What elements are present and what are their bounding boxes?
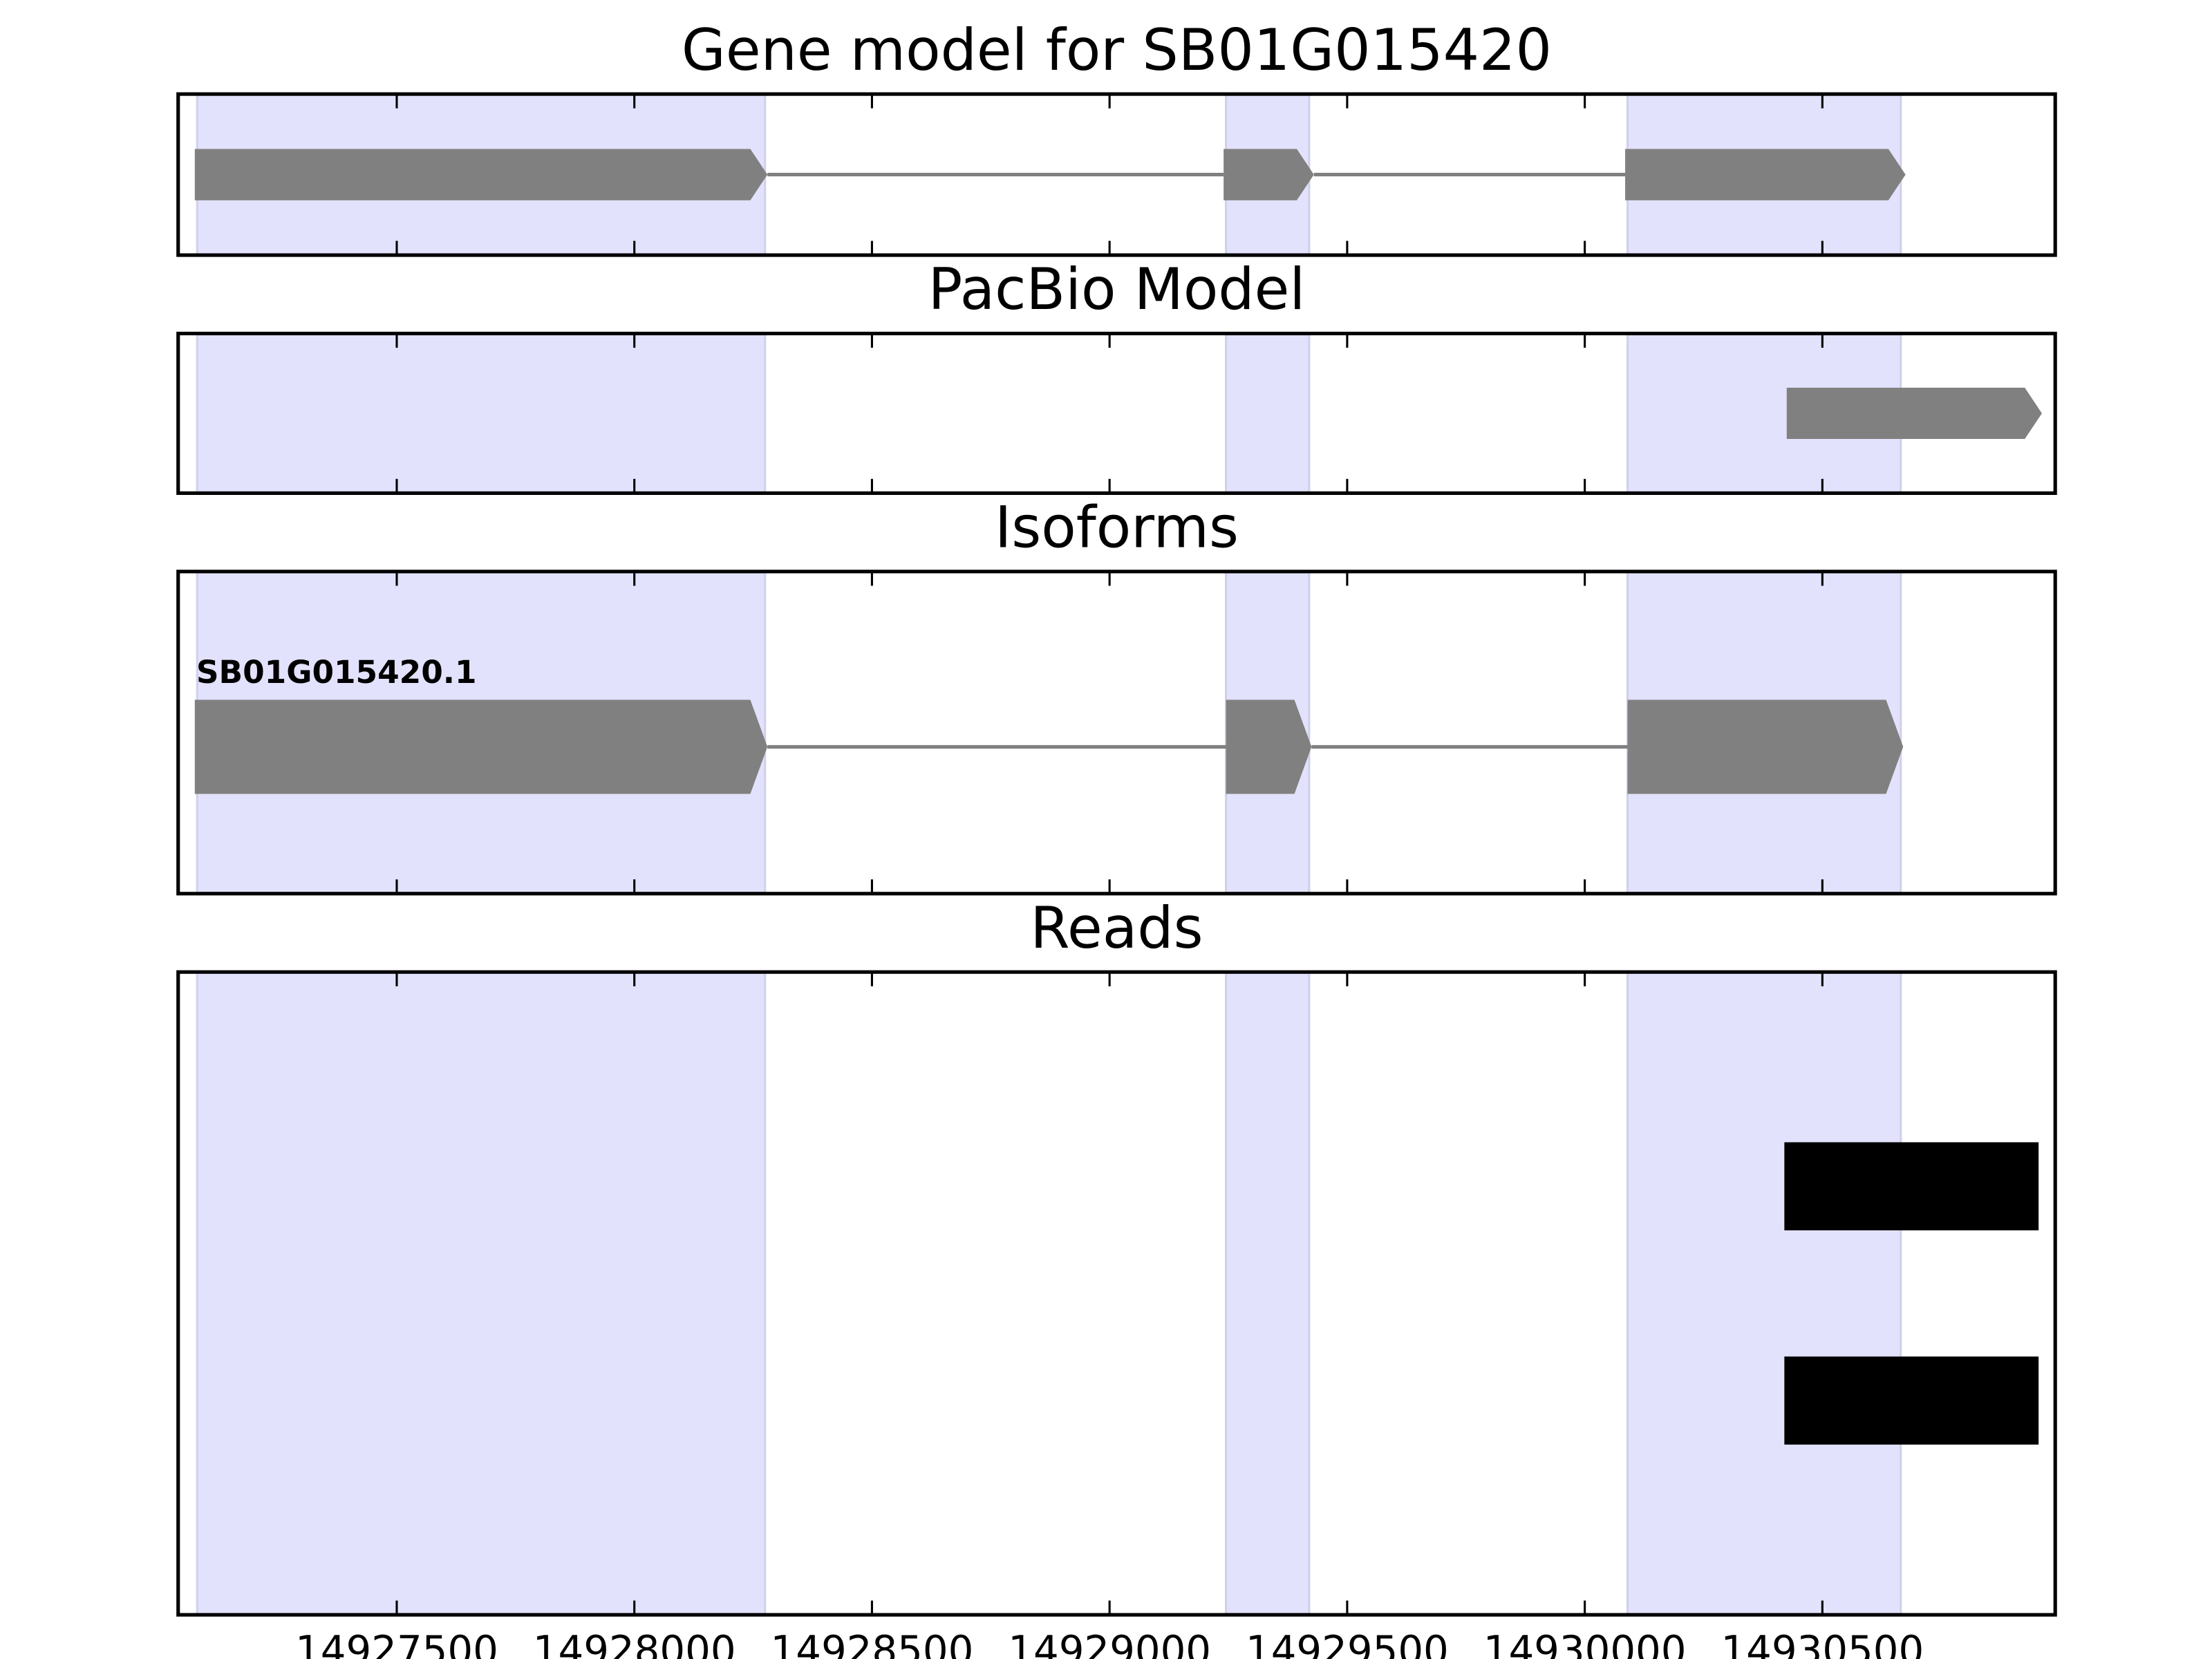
exon [1786, 387, 2042, 440]
x-tick-label: 14927500 [295, 1627, 498, 1659]
exon-highlight [1626, 971, 1902, 1616]
x-tick-label: 14928500 [771, 1627, 974, 1659]
exon [1625, 149, 1906, 200]
panel-title: Gene model for SB01G015420 [682, 17, 1552, 84]
read [1784, 1356, 2039, 1445]
read [1784, 1142, 2039, 1230]
x-tick-label: 14930500 [1721, 1627, 1924, 1659]
panel-frame [176, 331, 2057, 495]
exon [194, 149, 768, 200]
panel-title: Reads [1030, 895, 1203, 962]
exon [1627, 700, 1904, 794]
exon-highlight [196, 971, 767, 1616]
isoform-label: SB01G015420.1 [196, 654, 477, 691]
panel-title: PacBio Model [928, 256, 1306, 323]
x-tick-label: 14929500 [1246, 1627, 1449, 1659]
exon [194, 700, 768, 794]
x-tick-label: 14930000 [1483, 1627, 1687, 1659]
panel-frame [176, 970, 2057, 1617]
x-tick-label: 14929000 [1008, 1627, 1211, 1659]
panel-title: Isoforms [995, 495, 1239, 561]
exon-highlight [1225, 332, 1311, 494]
exon-highlight [1225, 971, 1311, 1616]
exon-highlight [196, 332, 767, 494]
x-tick-label: 14928000 [533, 1627, 736, 1659]
exon [1226, 700, 1312, 794]
panel-frame [176, 92, 2057, 257]
panel-frame [176, 570, 2057, 896]
exon [1224, 149, 1314, 200]
